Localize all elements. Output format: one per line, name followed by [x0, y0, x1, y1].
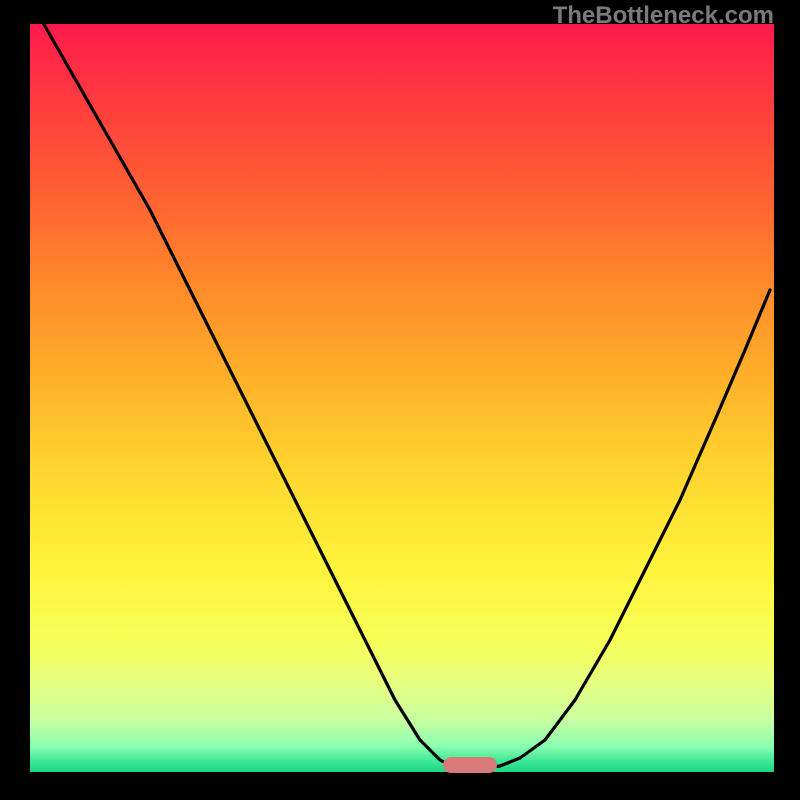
plot-background-gradient	[30, 24, 774, 772]
chart-frame: TheBottleneck.com	[0, 0, 800, 800]
optimal-marker-pill	[443, 757, 497, 773]
watermark-text: TheBottleneck.com	[553, 2, 774, 30]
